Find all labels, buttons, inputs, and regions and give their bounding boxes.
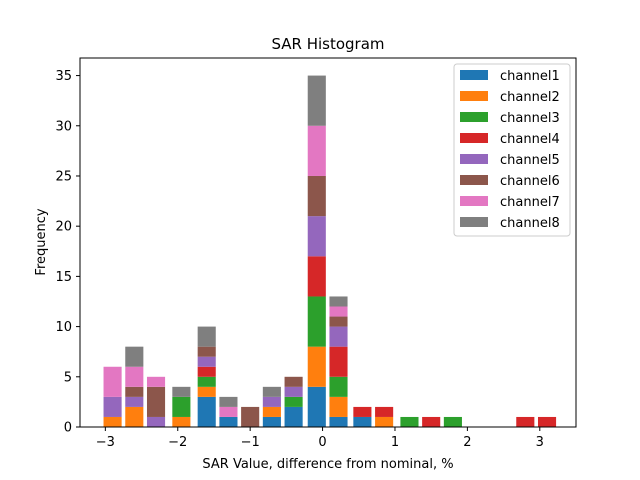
legend-swatch-channel2 (460, 91, 488, 101)
legend-label-channel1: channel1 (500, 69, 560, 84)
legend-label-channel2: channel2 (500, 90, 560, 105)
bar-channel5-9 (308, 216, 326, 256)
bar-channel7-2 (147, 377, 165, 387)
y-tick-label: 25 (55, 169, 72, 184)
bar-channel3-8 (285, 397, 303, 407)
chart-title: SAR Histogram (271, 35, 384, 53)
x-tick-label: 1 (391, 435, 399, 450)
bar-channel6-1 (125, 387, 143, 397)
legend-swatch-channel7 (460, 196, 488, 206)
bar-channel2-7 (263, 407, 281, 417)
sar-histogram-chart: SAR Histogram −3 −2 −1 0 1 2 3 05101520253035 … (0, 0, 640, 480)
bar-channel3-4 (198, 377, 216, 387)
bar-channel5-2 (147, 417, 165, 427)
bar-channel2-4 (198, 387, 216, 397)
legend-label-channel7: channel7 (500, 195, 560, 210)
bar-channel2-1 (125, 407, 143, 427)
legend-swatch-channel6 (460, 175, 488, 185)
bar-channel5-7 (263, 397, 281, 407)
bar-channel5-1 (125, 397, 143, 407)
bar-channel1-4 (198, 397, 216, 427)
bar-channel2-0 (104, 417, 122, 427)
y-tick-label: 20 (55, 220, 72, 235)
bar-channel5-4 (198, 357, 216, 367)
bar-channel8-4 (198, 327, 216, 347)
bar-channel6-8 (285, 377, 303, 387)
bar-channel6-9 (308, 176, 326, 216)
bar-channel1-10 (329, 417, 347, 427)
bar-channel1-9 (308, 387, 326, 427)
bar-channel3-13 (400, 417, 418, 427)
bar-channel4-9 (308, 256, 326, 296)
bar-channel8-7 (263, 387, 281, 397)
bar-channel2-3 (172, 417, 190, 427)
x-tick-label: 3 (536, 435, 544, 450)
y-axis-label: Frequency (34, 208, 49, 275)
bar-channel8-10 (329, 296, 347, 306)
bar-channel1-7 (263, 417, 281, 427)
legend-swatch-channel1 (460, 70, 488, 80)
bar-channel4-10 (329, 347, 347, 377)
bar-channel8-3 (172, 387, 190, 397)
bar-channel8-5 (219, 397, 237, 407)
y-tick-label: 15 (55, 270, 72, 285)
bar-channel3-10 (329, 377, 347, 397)
legend-swatch-channel4 (460, 133, 488, 143)
bar-channel7-5 (219, 407, 237, 417)
bar-channel6-10 (329, 317, 347, 327)
legend-swatch-channel3 (460, 112, 488, 122)
bar-channel3-15 (444, 417, 462, 427)
bar-channel4-4 (198, 367, 216, 377)
x-tick-label: 0 (318, 435, 326, 450)
y-tick-label: 5 (64, 370, 72, 385)
bar-channel3-3 (172, 397, 190, 417)
bar-channel7-10 (329, 307, 347, 317)
bar-channel2-9 (308, 347, 326, 387)
bar-channel6-4 (198, 347, 216, 357)
y-tick-label: 10 (55, 320, 72, 335)
bar-channel6-6 (241, 407, 259, 427)
bar-channel6-2 (147, 387, 165, 417)
bar-channel1-5 (219, 417, 237, 427)
bar-channel2-12 (375, 417, 393, 427)
legend-label-channel3: channel3 (500, 111, 560, 126)
bar-channel4-17 (538, 417, 556, 427)
bar-channel5-0 (104, 397, 122, 417)
bar-channel7-1 (125, 367, 143, 387)
y-tick-label: 35 (55, 69, 72, 84)
y-tick-label: 0 (64, 421, 72, 436)
bar-channel3-9 (308, 296, 326, 346)
bar-channel2-10 (329, 397, 347, 417)
bar-channel8-9 (308, 76, 326, 126)
legend-swatch-channel5 (460, 154, 488, 164)
bar-channel8-1 (125, 347, 143, 367)
bar-channel5-8 (285, 387, 303, 397)
x-tick-label: 2 (463, 435, 471, 450)
bar-channel4-12 (375, 407, 393, 417)
legend-label-channel8: channel8 (500, 216, 560, 231)
x-tick-label: −3 (96, 435, 115, 450)
legend-swatch-channel8 (460, 217, 488, 227)
bar-channel4-14 (422, 417, 440, 427)
legend-label-channel6: channel6 (500, 174, 560, 189)
bar-channel7-0 (104, 367, 122, 397)
legend-label-channel5: channel5 (500, 153, 560, 168)
x-axis-label: SAR Value, difference from nominal, % (202, 457, 453, 472)
bar-channel1-8 (285, 407, 303, 427)
bar-channel1-11 (353, 417, 371, 427)
bar-channel7-9 (308, 126, 326, 176)
bar-channel4-16 (516, 417, 534, 427)
y-tick-label: 30 (55, 119, 72, 134)
legend: channel1 channel2 channel3 channel4 channel5… (454, 64, 570, 236)
x-tick-label: −2 (168, 435, 187, 450)
x-tick-label: −1 (241, 435, 260, 450)
bar-channel4-11 (353, 407, 371, 417)
bar-channel5-10 (329, 327, 347, 347)
legend-label-channel4: channel4 (500, 132, 560, 147)
